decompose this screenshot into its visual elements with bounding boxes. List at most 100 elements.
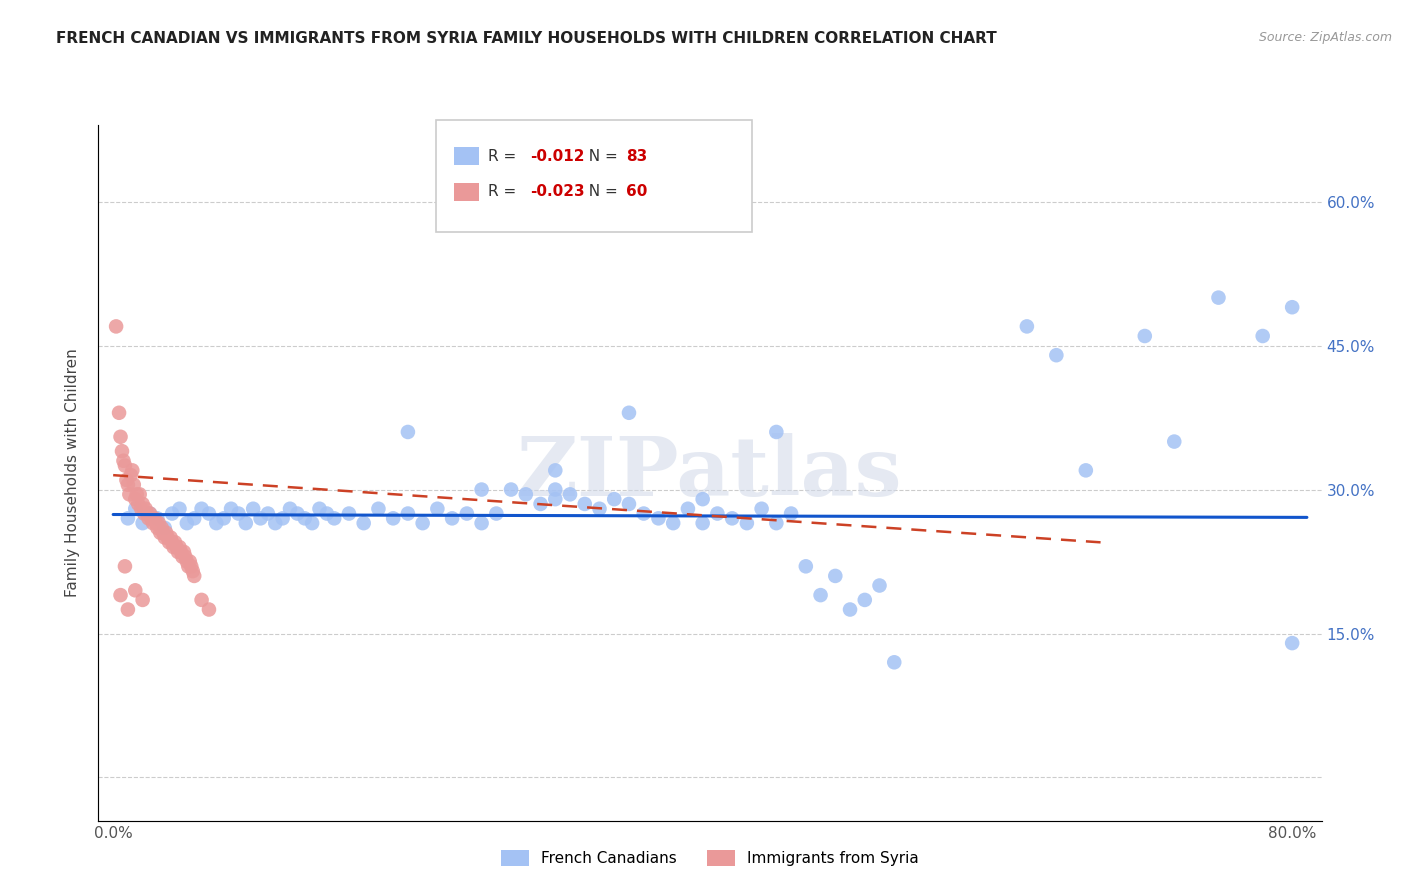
Point <box>471 516 494 530</box>
Point <box>692 516 714 530</box>
Point <box>219 501 242 516</box>
Point <box>108 406 131 420</box>
Point <box>166 540 188 554</box>
Point <box>426 501 449 516</box>
Point <box>544 483 567 497</box>
Point <box>382 511 405 525</box>
Point <box>110 588 132 602</box>
Point <box>544 492 567 507</box>
Point <box>301 516 323 530</box>
Point <box>155 525 177 540</box>
Point <box>1074 463 1097 477</box>
Point <box>129 501 152 516</box>
Point <box>883 655 905 669</box>
Point <box>114 458 136 473</box>
Point <box>617 497 640 511</box>
Point <box>441 511 464 525</box>
Point <box>125 487 148 501</box>
Point <box>228 507 250 521</box>
Point <box>396 507 419 521</box>
Point <box>132 507 155 521</box>
Point <box>127 497 149 511</box>
Point <box>780 507 803 521</box>
Point <box>617 406 640 420</box>
Point <box>588 501 610 516</box>
Point <box>139 507 162 521</box>
Point <box>180 559 202 574</box>
Point <box>179 555 201 569</box>
Point <box>869 578 891 592</box>
Legend: French Canadians, Immigrants from Syria: French Canadians, Immigrants from Syria <box>495 844 925 872</box>
Point <box>181 564 204 578</box>
Point <box>138 511 160 525</box>
Point <box>485 507 508 521</box>
Point <box>558 487 581 501</box>
Point <box>110 430 132 444</box>
Point <box>1281 636 1303 650</box>
Point <box>1208 291 1230 305</box>
Point <box>170 545 193 559</box>
Point <box>167 545 190 559</box>
Point <box>157 535 180 549</box>
Point <box>159 531 181 545</box>
Point <box>112 454 135 468</box>
Point <box>190 501 212 516</box>
Point <box>471 483 494 497</box>
Point <box>135 501 157 516</box>
Point <box>141 511 163 525</box>
Point <box>264 516 287 530</box>
Point <box>574 497 596 511</box>
Point <box>131 516 153 530</box>
Point <box>183 569 205 583</box>
Point <box>396 425 419 439</box>
Point <box>633 507 655 521</box>
Y-axis label: Family Households with Children: Family Households with Children <box>65 349 80 597</box>
Point <box>169 540 191 554</box>
Point <box>156 531 179 545</box>
Point <box>1251 329 1274 343</box>
Point <box>323 511 346 525</box>
Point <box>271 511 294 525</box>
Point <box>235 516 257 530</box>
Point <box>308 501 330 516</box>
Point <box>794 559 817 574</box>
Point <box>162 540 184 554</box>
Point <box>529 497 551 511</box>
Point <box>242 501 264 516</box>
Point <box>160 535 183 549</box>
Point <box>124 501 146 516</box>
Text: 60: 60 <box>626 185 647 199</box>
Point <box>136 507 159 521</box>
Point <box>160 507 183 521</box>
Point <box>1281 300 1303 314</box>
Point <box>183 511 205 525</box>
Text: -0.023: -0.023 <box>530 185 585 199</box>
Text: R =: R = <box>488 185 522 199</box>
Point <box>647 511 669 525</box>
Point <box>853 593 876 607</box>
Point <box>122 477 145 491</box>
Point <box>176 555 198 569</box>
Point <box>287 507 309 521</box>
Point <box>142 516 165 530</box>
Point <box>198 602 221 616</box>
Point <box>367 501 389 516</box>
Point <box>152 525 174 540</box>
Point <box>128 487 150 501</box>
Point <box>257 507 280 521</box>
Point <box>169 501 191 516</box>
Point <box>114 559 136 574</box>
Text: ZIPatlas: ZIPatlas <box>517 433 903 513</box>
Point <box>148 516 170 530</box>
Text: N =: N = <box>579 185 623 199</box>
Point <box>412 516 434 530</box>
Point <box>249 511 271 525</box>
Text: -0.012: -0.012 <box>530 149 585 163</box>
Point <box>692 492 714 507</box>
Point <box>205 516 228 530</box>
Point <box>117 602 139 616</box>
Point <box>139 507 162 521</box>
Point <box>121 463 143 477</box>
Point <box>153 531 176 545</box>
Point <box>118 487 141 501</box>
